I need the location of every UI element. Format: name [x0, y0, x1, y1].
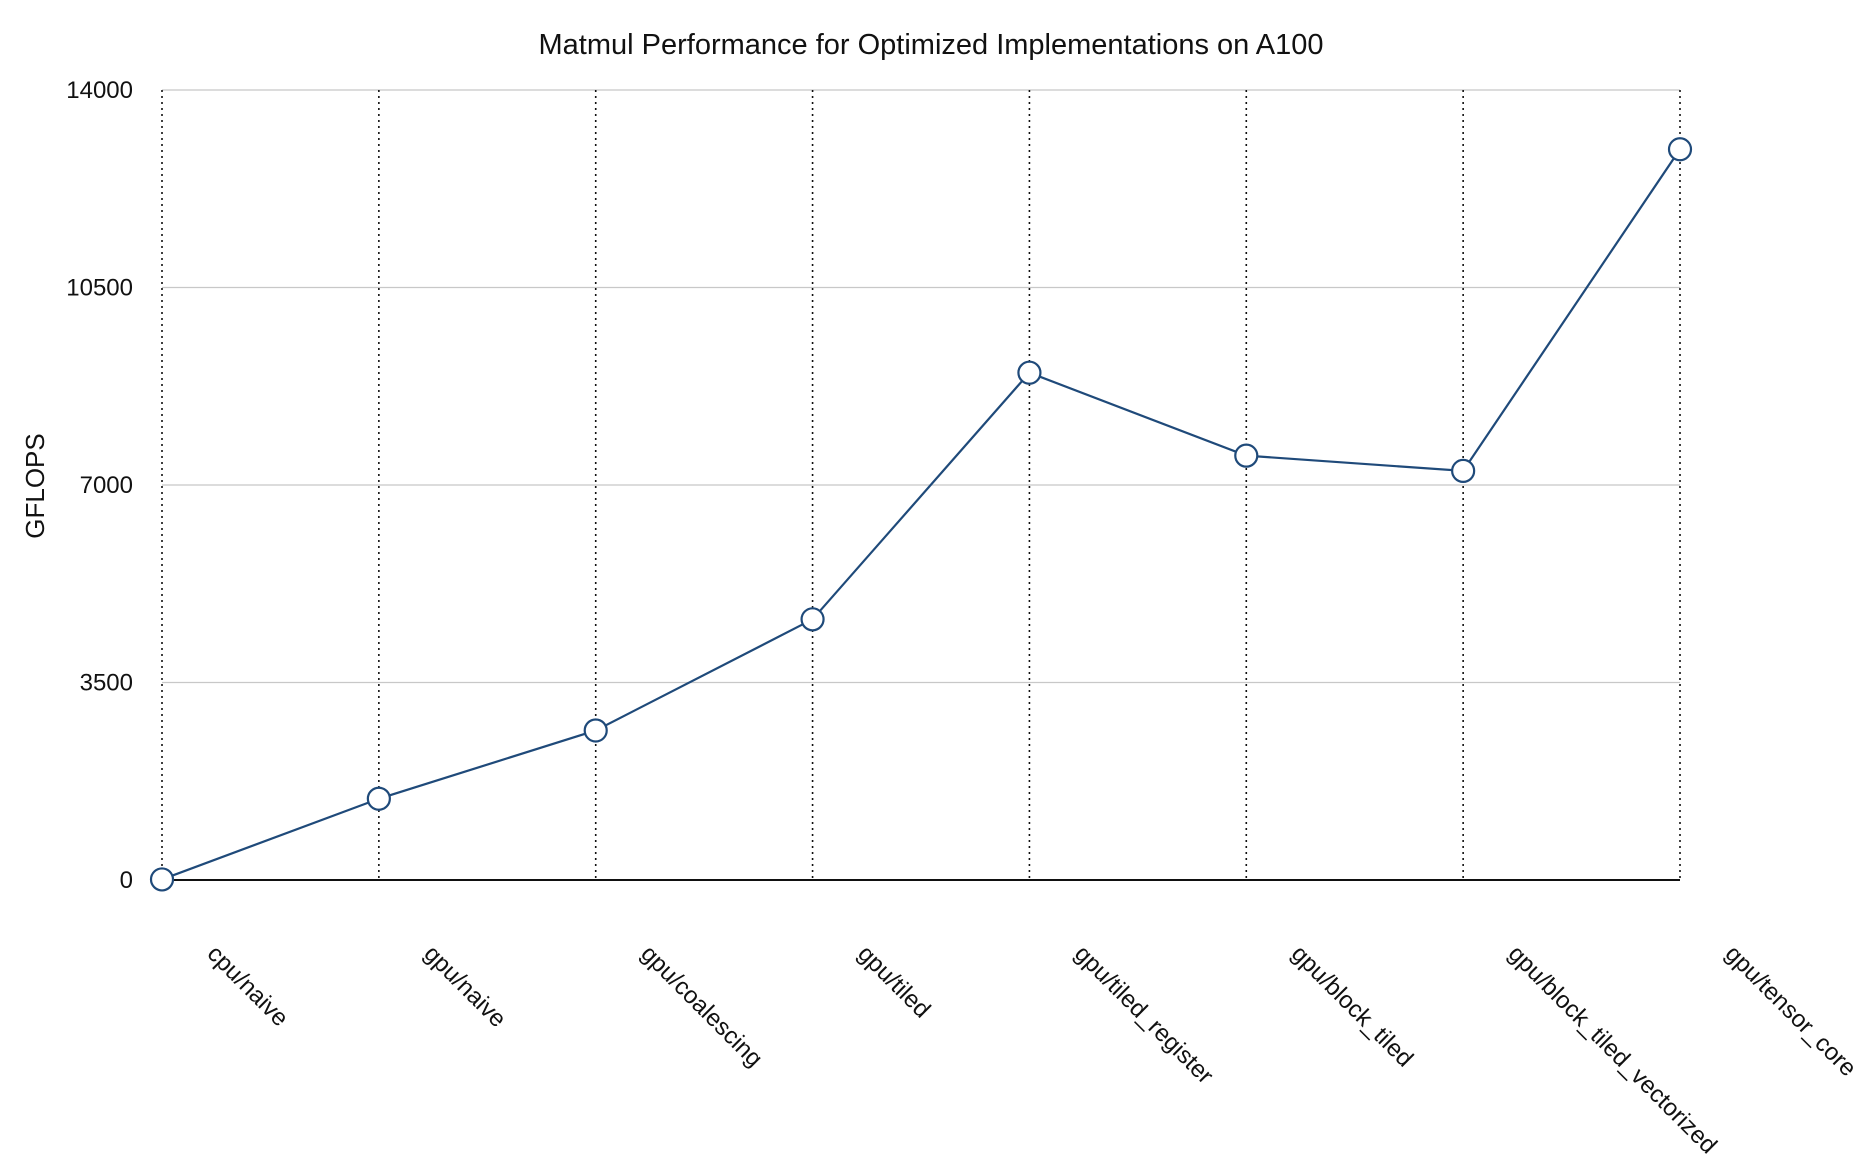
- y-tick-label: 7000: [80, 472, 133, 499]
- y-axis-label: GFLOPS: [20, 433, 50, 538]
- data-point[interactable]: [1017, 360, 1042, 385]
- data-point[interactable]: [1451, 458, 1476, 483]
- series-line: [161, 148, 1681, 881]
- y-tick-label: 14000: [66, 77, 133, 104]
- data-point[interactable]: [149, 867, 175, 892]
- y-tick-label: 10500: [66, 275, 133, 302]
- x-tick-label: gpu/naive: [419, 940, 512, 1033]
- x-tick-label: gpu/tiled_register: [1069, 940, 1218, 1089]
- y-tick-label: 0: [120, 867, 133, 894]
- x-tick-label: gpu/block_tiled_vectorized: [1503, 940, 1722, 1159]
- x-tick-label: gpu/tiled: [852, 940, 935, 1023]
- x-tick-label: gpu/coalescing: [635, 940, 767, 1072]
- data-point[interactable]: [800, 607, 825, 632]
- data-point[interactable]: [583, 718, 608, 743]
- chart-title: Matmul Performance for Optimized Impleme…: [539, 29, 1324, 61]
- data-point[interactable]: [366, 786, 391, 811]
- x-tick-label: gpu/tensor_core: [1720, 940, 1862, 1082]
- y-tick-label: 3500: [80, 670, 133, 697]
- grid-layer: [161, 89, 1681, 880]
- label-layer: 0 3500 7000 10500 14000 cpu/naive gpu/naive gpu…: [66, 77, 1861, 1159]
- series-layer: [149, 137, 1693, 892]
- x-tick-label: gpu/block_tiled: [1286, 940, 1418, 1072]
- data-point[interactable]: [1667, 137, 1693, 162]
- data-point[interactable]: [1234, 443, 1259, 468]
- x-tick-label: cpu/naive: [202, 940, 294, 1032]
